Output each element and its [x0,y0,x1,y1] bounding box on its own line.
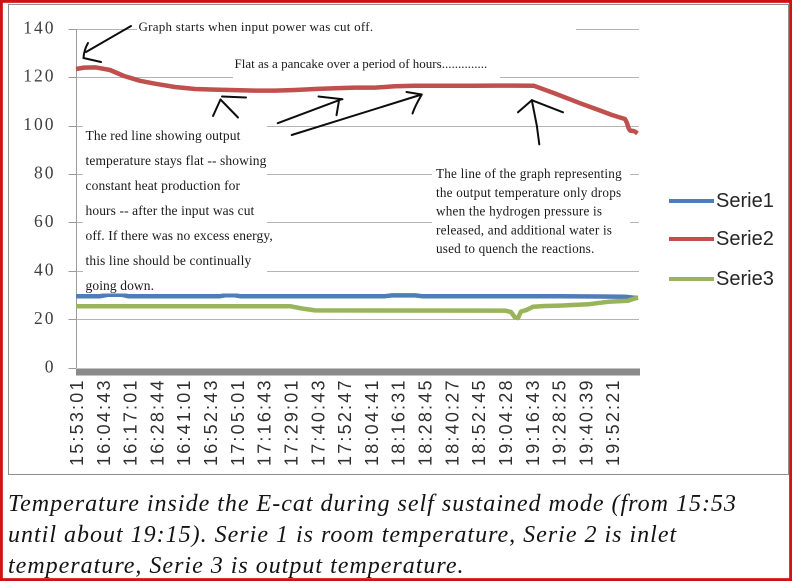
svg-text:140: 140 [23,17,55,37]
svg-text:used to quench the reactions.: used to quench the reactions. [436,241,595,256]
svg-text:15:53:01: 15:53:01 [67,378,87,466]
svg-text:18:52:45: 18:52:45 [469,378,489,466]
svg-text:The line of the graph represen: The line of the graph representing [436,166,622,181]
svg-text:Serie1: Serie1 [716,190,774,212]
svg-text:19:52:21: 19:52:21 [603,378,623,466]
svg-text:19:40:39: 19:40:39 [576,378,596,466]
svg-text:17:52:47: 17:52:47 [335,378,355,466]
svg-text:constant heat production for: constant heat production for [86,178,241,193]
svg-text:100: 100 [23,114,55,134]
svg-text:60: 60 [34,211,56,231]
svg-text:18:28:45: 18:28:45 [416,378,436,466]
svg-text:16:04:43: 16:04:43 [94,378,114,466]
svg-text:17:29:01: 17:29:01 [282,378,302,466]
svg-text:until about 19:15). Serie 1 is: until about 19:15). Serie 1 is room temp… [8,522,677,548]
svg-text:Temperature inside the E-cat d: Temperature inside the E-cat during self… [8,491,737,517]
svg-text:120: 120 [23,66,55,86]
svg-text:Serie2: Serie2 [716,228,774,250]
svg-text:17:40:43: 17:40:43 [308,378,328,466]
svg-text:released, and additional water: released, and additional water is [436,222,612,237]
svg-text:The red line showing output: The red line showing output [86,128,241,143]
svg-text:19:16:43: 19:16:43 [523,378,543,466]
svg-text:Graph starts when input power: Graph starts when input power was cut of… [139,19,374,34]
svg-text:18:04:41: 18:04:41 [362,378,382,466]
svg-text:hours -- after the input was c: hours -- after the input was cut [86,203,255,218]
svg-text:19:04:28: 19:04:28 [496,378,516,466]
svg-text:this line should be continuall: this line should be continually [86,253,252,268]
svg-text:the output temperature only dr: the output temperature only drops [436,185,621,200]
svg-text:16:41:01: 16:41:01 [174,378,194,466]
svg-text:off. If there was no excess en: off. If there was no excess energy, [86,228,273,243]
svg-text:16:52:43: 16:52:43 [201,378,221,466]
svg-text:20: 20 [34,308,56,328]
svg-text:Serie3: Serie3 [716,268,774,290]
svg-text:17:16:43: 17:16:43 [255,378,275,466]
svg-text:18:16:31: 18:16:31 [389,378,409,466]
svg-text:19:28:25: 19:28:25 [550,378,570,466]
svg-text:going down.: going down. [86,278,155,293]
svg-text:0: 0 [45,356,56,376]
svg-text:when the hydrogen pressure is: when the hydrogen pressure is [436,204,602,219]
svg-text:temperature stays flat -- show: temperature stays flat -- showing [86,153,267,168]
svg-text:16:17:01: 16:17:01 [121,378,141,466]
svg-text:80: 80 [34,163,56,183]
svg-text:temperature, Serie 3 is output: temperature, Serie 3 is output temperatu… [8,553,464,579]
svg-text:16:28:44: 16:28:44 [147,378,167,466]
svg-text:17:05:01: 17:05:01 [228,378,248,466]
svg-text:Flat as a pancake over a perio: Flat as a pancake over a period of hours… [235,56,488,71]
svg-text:40: 40 [34,259,56,279]
svg-text:18:40:27: 18:40:27 [442,378,462,466]
